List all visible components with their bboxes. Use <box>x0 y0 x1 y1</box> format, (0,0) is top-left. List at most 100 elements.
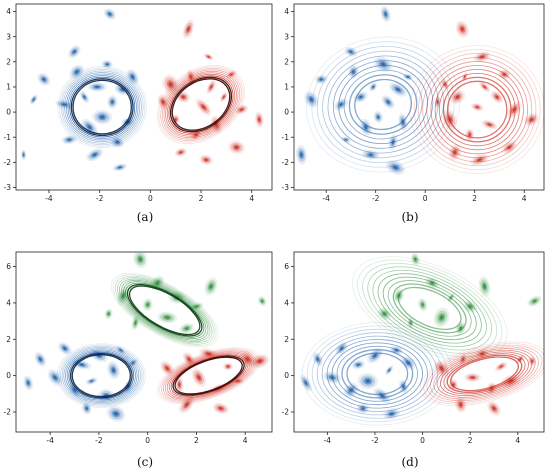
x-tick-label: 2 <box>468 436 473 445</box>
data-point <box>126 69 139 85</box>
data-point <box>369 82 378 92</box>
y-tick-label: 6 <box>6 262 11 271</box>
x-tick-label: 4 <box>522 194 527 203</box>
data-point <box>37 73 51 86</box>
y-tick-label: 4 <box>284 299 289 308</box>
panel-d: -4 -2 0 2 4 -2 0 2 4 6 <box>282 251 545 445</box>
y-tick-label: 3 <box>284 32 289 41</box>
x-tick-label: 0 <box>423 194 428 203</box>
y-tick-label: 2 <box>284 57 289 66</box>
data-point <box>471 103 484 112</box>
axes-frame <box>293 3 545 191</box>
data-point <box>373 388 391 404</box>
data-point <box>228 140 245 154</box>
data-point <box>79 90 90 104</box>
y-tick-label: -3 <box>282 183 290 192</box>
caption-c: (c) <box>137 455 153 469</box>
data-point <box>61 135 77 145</box>
data-point <box>295 144 307 165</box>
data-point <box>34 351 47 367</box>
x-tick-label: -4 <box>45 194 53 203</box>
data-point <box>171 114 180 125</box>
contour-green <box>110 272 219 348</box>
data-point <box>235 104 249 115</box>
data-point <box>81 402 92 415</box>
data-point <box>115 345 126 355</box>
data-point <box>299 374 312 392</box>
data-point <box>478 276 491 297</box>
data-point <box>490 90 504 104</box>
data-point <box>29 94 38 105</box>
y-tick-label: -2 <box>282 408 290 417</box>
data-point <box>101 60 113 69</box>
panel-b: -4 -2 0 2 4 -3 -2 -1 0 1 2 3 4 <box>282 3 545 203</box>
data-point <box>398 379 409 394</box>
plot-area <box>295 6 544 175</box>
y-tick-label: 2 <box>284 335 289 344</box>
data-point <box>20 149 27 161</box>
data-point <box>348 64 359 79</box>
data-point <box>341 136 351 143</box>
data-point <box>160 361 175 376</box>
y-tick-label: 0 <box>6 371 11 380</box>
data-point <box>314 74 328 84</box>
data-point <box>334 98 348 111</box>
data-point <box>47 369 63 386</box>
y-tick-label: 4 <box>6 299 11 308</box>
data-point <box>68 45 81 59</box>
data-point <box>454 396 467 413</box>
data-point <box>385 365 394 375</box>
contour-red <box>157 347 261 404</box>
data-point <box>81 118 98 136</box>
data-point <box>157 94 169 110</box>
data-point <box>85 377 98 385</box>
x-tick-label: 0 <box>420 436 425 445</box>
data-point <box>162 74 179 95</box>
x-tick-label: 0 <box>145 436 150 445</box>
data-point <box>373 111 383 124</box>
caption-a: (a) <box>137 210 154 224</box>
contour-green <box>351 256 508 361</box>
x-tick-label: -4 <box>46 436 54 445</box>
x-tick-label: 4 <box>243 436 248 445</box>
data-point <box>204 277 218 296</box>
data-point <box>107 95 118 109</box>
data-point <box>304 91 319 108</box>
contour-blue <box>57 65 147 149</box>
contour-red <box>419 341 544 407</box>
y-tick-label: -2 <box>4 158 12 167</box>
y-tick-label: 3 <box>6 32 11 41</box>
data-point <box>385 160 406 175</box>
contour-blue <box>301 322 453 426</box>
data-point <box>179 323 195 334</box>
data-point <box>524 113 539 127</box>
data-point <box>157 311 178 324</box>
x-tick-label: 2 <box>472 194 477 203</box>
y-tick-label: -2 <box>4 408 12 417</box>
data-point <box>182 19 195 39</box>
y-tick-label: 1 <box>284 83 289 92</box>
panel-c: -4 -2 0 2 4 -2 0 2 4 6 <box>4 251 273 445</box>
x-tick-label: -4 <box>322 194 330 203</box>
data-point <box>110 136 125 148</box>
data-point <box>344 46 358 57</box>
data-point <box>312 352 323 367</box>
data-point <box>388 82 408 97</box>
data-point <box>103 8 116 20</box>
contour-blue <box>56 343 146 408</box>
data-point <box>357 373 379 390</box>
data-point <box>487 401 501 416</box>
data-point <box>254 111 264 128</box>
data-point <box>433 307 450 328</box>
data-point <box>131 315 140 331</box>
data-point <box>383 408 400 420</box>
data-point <box>481 120 498 130</box>
panel-a: -4 -2 0 2 4 -3 -2 -1 0 1 2 3 4 <box>4 3 273 203</box>
y-tick-label: -1 <box>4 133 12 142</box>
data-point <box>223 362 234 371</box>
y-tick-label: 1 <box>6 83 11 92</box>
x-tick-label: -2 <box>371 436 379 445</box>
data-point <box>191 368 207 387</box>
data-point <box>112 163 127 172</box>
contour-red <box>156 64 246 145</box>
